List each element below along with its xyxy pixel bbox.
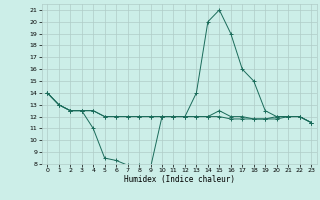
X-axis label: Humidex (Indice chaleur): Humidex (Indice chaleur) [124,175,235,184]
